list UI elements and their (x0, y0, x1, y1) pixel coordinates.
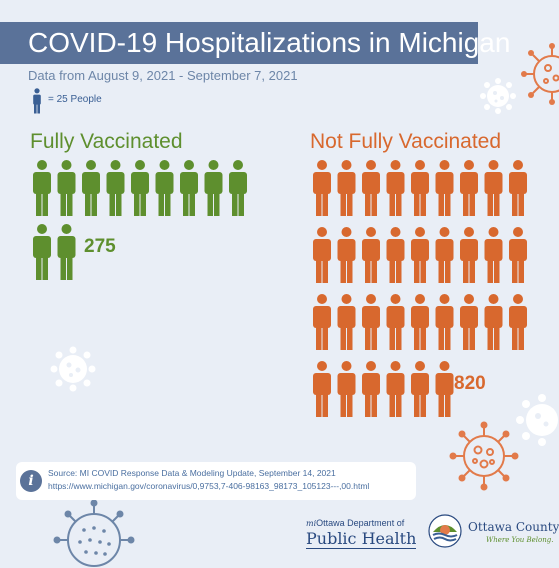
person-icon (106, 160, 125, 216)
person-icon (411, 361, 429, 417)
person-icon (509, 160, 527, 216)
person-icon (337, 361, 356, 417)
person-icon (33, 88, 41, 114)
legend-label: = 25 People (48, 94, 102, 105)
info-icon: i (20, 470, 42, 492)
person-icon (229, 160, 247, 216)
person-icon (484, 294, 503, 350)
source-box: i Source: MI COVID Response Data & Model… (16, 462, 416, 500)
person-icon (131, 160, 149, 216)
person-icon (155, 160, 174, 216)
person-icon (484, 160, 503, 216)
person-icon (313, 160, 331, 216)
person-icon (337, 227, 356, 283)
person-icon (386, 294, 405, 350)
person-icon (337, 160, 356, 216)
person-icon (33, 160, 51, 216)
person-icon (204, 160, 223, 216)
virus-icon (521, 43, 559, 105)
person-icon (411, 227, 429, 283)
person-icon (313, 294, 331, 350)
title-banner: COVID-19 Hospitalizations in Michigan (0, 22, 510, 64)
virus-icon (516, 394, 558, 446)
virus-icon (53, 499, 135, 567)
person-icon (435, 294, 454, 350)
vaccinated-count: 275 (84, 236, 116, 257)
person-icon (435, 227, 454, 283)
unvaccinated-title: Not Fully Vaccinated (310, 130, 502, 153)
person-icon (337, 294, 356, 350)
person-icon (57, 224, 76, 280)
person-icon (435, 361, 454, 417)
person-icon (411, 160, 429, 216)
ottawa-county-emblem-icon (428, 514, 462, 548)
person-icon (386, 160, 405, 216)
person-icon (460, 227, 478, 283)
person-icon (313, 227, 331, 283)
virus-icon (480, 78, 516, 114)
page-title: COVID-19 Hospitalizations in Michigan (28, 27, 511, 58)
county-name: Ottawa County (468, 520, 559, 534)
person-icon (313, 361, 331, 417)
person-icon (386, 227, 405, 283)
person-icon (460, 294, 478, 350)
person-icon (509, 227, 527, 283)
county-tagline: Where You Belong. (486, 536, 554, 544)
person-icon (460, 160, 478, 216)
person-icon (362, 160, 380, 216)
logo-dept-text: Ottawa Department of (316, 518, 405, 528)
person-icon (411, 294, 429, 350)
person-icon (435, 160, 454, 216)
virus-icon (50, 346, 96, 392)
date-range-subtitle: Data from August 9, 2021 - September 7, … (28, 68, 298, 83)
person-icon (509, 294, 527, 350)
source-url[interactable]: https://www.michigan.gov/coronavirus/0,9… (48, 481, 370, 491)
source-citation: Source: MI COVID Response Data & Modelin… (48, 468, 336, 478)
person-icon (386, 361, 405, 417)
person-icon (362, 227, 380, 283)
vaccinated-title: Fully Vaccinated (30, 130, 183, 153)
person-icon (484, 227, 503, 283)
unvaccinated-count: 820 (454, 373, 486, 394)
person-icon (82, 160, 100, 216)
virus-icon (449, 421, 519, 491)
person-icon (362, 294, 380, 350)
public-health-logo: miOttawa Department of Public Health (304, 516, 417, 552)
person-icon (33, 224, 51, 280)
person-icon (362, 361, 380, 417)
logo-prefix: mi (306, 519, 317, 528)
person-icon (57, 160, 76, 216)
logo-main-text: Public Health (306, 529, 417, 549)
person-icon (180, 160, 198, 216)
